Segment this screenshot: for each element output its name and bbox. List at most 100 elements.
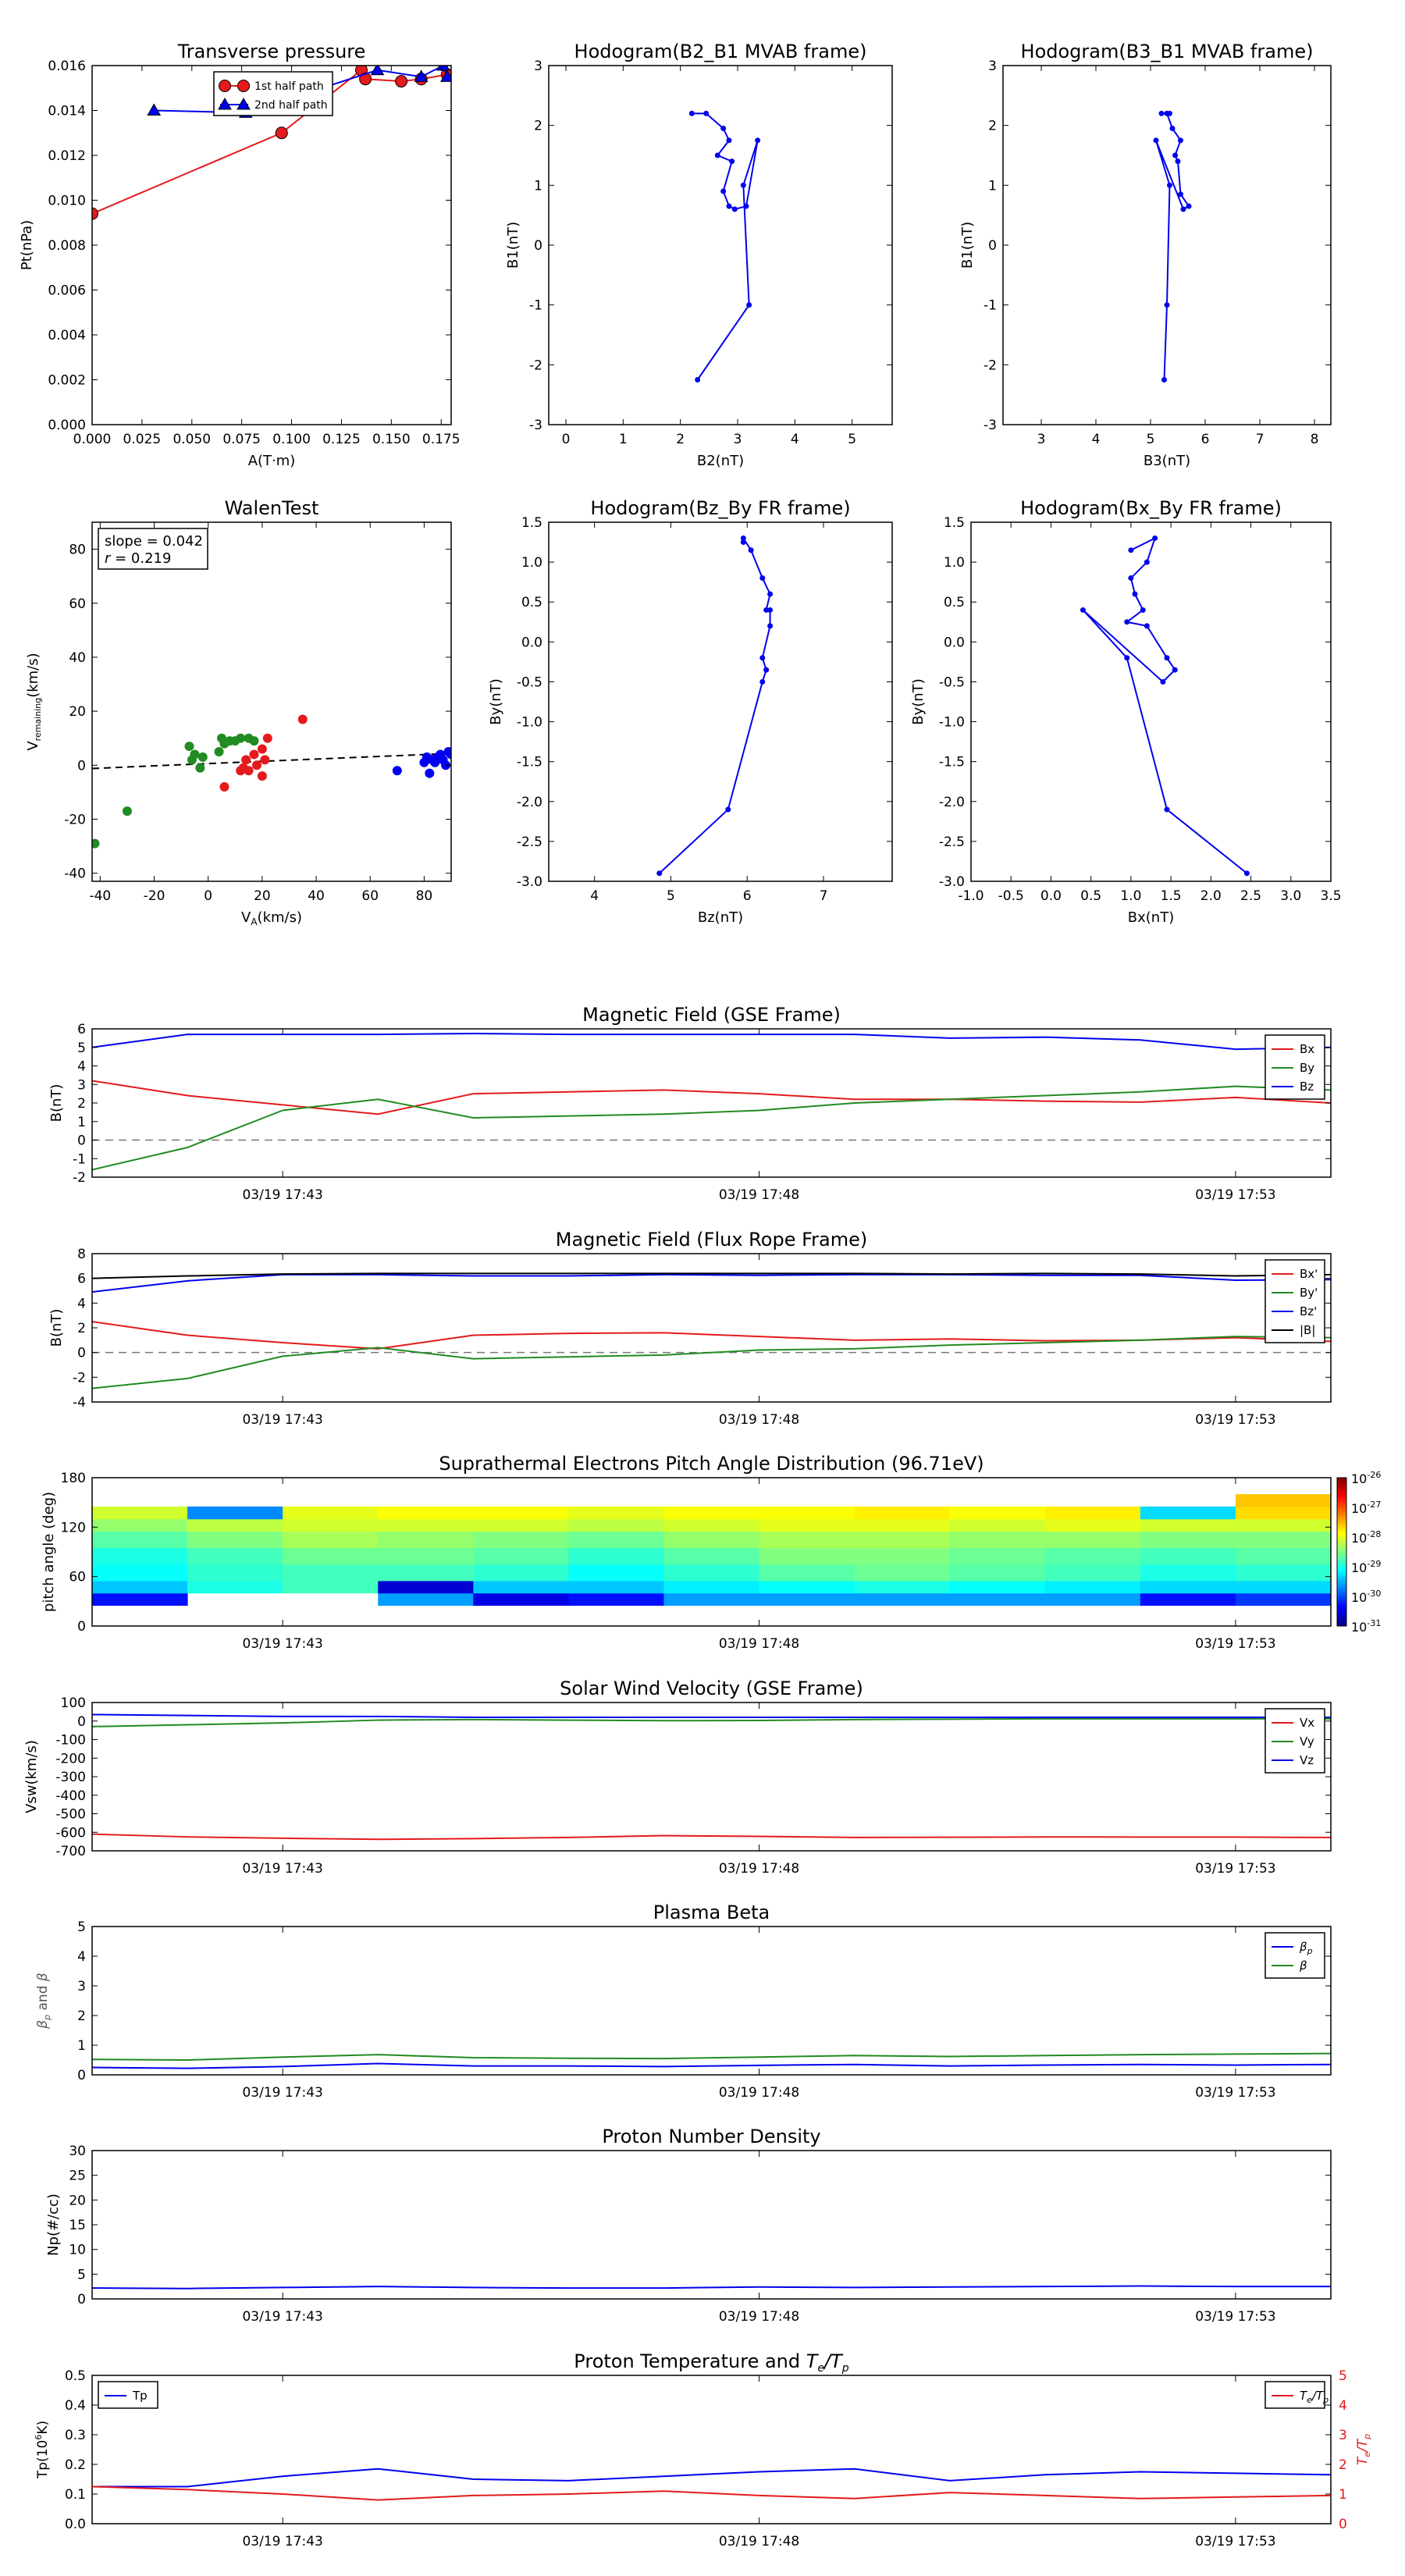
walen-point [251, 760, 261, 770]
h31-xtick-label: 6 [1201, 432, 1210, 447]
pad-cell [1235, 1580, 1332, 1594]
h21-point [740, 182, 746, 188]
h31-point [1178, 137, 1183, 144]
pad-colorbar-exp: -31 [1367, 1618, 1381, 1628]
pad-cell [378, 1564, 474, 1582]
tp-legend: 1st half path 2nd half path [213, 71, 333, 116]
beta-xtick-label: 03/19 17:53 [1195, 2085, 1275, 2101]
walen-ylabel-unit: (km/s) [25, 653, 41, 697]
hbxby-xtick-label: 1.0 [1120, 888, 1141, 904]
walen-xtick-label: 20 [254, 888, 271, 904]
vsw-chart: Solar Wind Velocity (GSE Frame) -700 -600 -… [23, 1678, 1332, 1877]
walen-point [244, 766, 254, 776]
pad-colorbar-base: 10 [1351, 1620, 1367, 1635]
pad-cell [473, 1547, 569, 1565]
walen-ytick-label: 60 [69, 596, 86, 612]
walen-ytick-label: 0 [77, 758, 86, 774]
h31-frame [1002, 65, 1332, 425]
tp2-ylabel-a: Tp(10 [35, 2440, 51, 2479]
beta-series-p-line [91, 2062, 1332, 2069]
vsw-legend-label: Vx [1300, 1716, 1314, 1730]
np-chart: Proton Number Density 0 5 10 15 20 25 30 03/19 1… [45, 2126, 1332, 2325]
tp-xtick-label: 0.000 [73, 432, 112, 447]
walen-ylabel-sub: remaining [33, 698, 43, 742]
pad-colorbar [1336, 1477, 1347, 1627]
h31-plot [1153, 110, 1192, 382]
pad-cell [854, 1506, 951, 1520]
pad-cell [854, 1547, 951, 1565]
walen-frame [91, 521, 452, 882]
h31-ytick-label: -1 [984, 298, 997, 314]
pad-cell [378, 1547, 474, 1565]
walen-ytick-label: 80 [69, 543, 86, 558]
pad-colorbar-label: 10-28 [1351, 1529, 1381, 1546]
mffr-legend: Bx' By' Bz' |B| [1264, 1259, 1325, 1343]
pad-colorbar-label: 10-30 [1351, 1589, 1381, 1605]
tp2-legend: Tp [98, 2381, 158, 2409]
tp-xtick-label: 0.100 [272, 432, 311, 447]
pad-cell [568, 1592, 664, 1606]
pad-cell [283, 1506, 379, 1520]
pad-cell [568, 1518, 664, 1532]
tp2-ytick-label: 0.1 [65, 2487, 86, 2503]
beta-legend: βpβ [1264, 1932, 1325, 1979]
hbxby-point [1080, 607, 1086, 613]
beta-ylabel: βp and β [35, 1973, 52, 2030]
pad-cell [187, 1518, 283, 1532]
pad-cell [187, 1564, 283, 1582]
pad-colorbar-label: 10-29 [1351, 1559, 1381, 1575]
pad-cell [283, 1580, 379, 1594]
tp2-ytick-label: 0.0 [65, 2517, 86, 2532]
h21-title: Hodogram(B2_B1 MVAB frame) [574, 41, 867, 62]
beta-ylabel-b: β [35, 1973, 51, 1982]
pad-ylabel: pitch angle (deg) [41, 1492, 57, 1612]
h21-point [720, 126, 727, 131]
hbzby-ytick-label: -1.0 [517, 715, 542, 731]
hbxby-chart: Hodogram(Bx_By FR frame) -3.0 -2.5 -2.0 -1.5… [910, 497, 1342, 926]
pad-colorbar-base: 10 [1351, 1531, 1367, 1546]
mfgse-xtick-label: 03/19 17:53 [1195, 1187, 1275, 1203]
hbxby-ytick-label: 1.0 [944, 555, 965, 571]
tp2-y2tick-label: 2 [1339, 2457, 1347, 2473]
hbxby-ytick-label: -1.5 [939, 755, 965, 770]
tp2-y2label-a: T [1355, 2456, 1371, 2465]
mffr-series-Bz-line [91, 1273, 1332, 1293]
pad-cell [473, 1531, 569, 1549]
mfgse-legend-label: Bz [1300, 1080, 1314, 1094]
tp-ytick-label: 0.004 [48, 328, 86, 343]
pad-cell [92, 1580, 188, 1594]
mffr-legend-label: By' [1300, 1286, 1318, 1300]
tp-frame [91, 65, 452, 425]
vsw-ytick-label: -500 [55, 1807, 86, 1823]
beta-frame [91, 1926, 1332, 2076]
tp2-title-sub2: p [841, 2362, 849, 2375]
h31-xtick-label: 8 [1311, 432, 1319, 447]
vsw-frame [91, 1702, 1332, 1852]
h31-ytick-label: -2 [984, 358, 997, 373]
hbzby-plot [656, 535, 774, 877]
hbxby-xtick-label: -0.5 [998, 888, 1024, 904]
walen-r-value: = 0.219 [110, 550, 171, 567]
pad-cell [1140, 1531, 1236, 1549]
h21-point [726, 137, 732, 144]
mffr-ytick-label: 0 [77, 1346, 86, 1361]
pad-cell [1235, 1547, 1332, 1565]
pad-cell [473, 1564, 569, 1582]
np-frame [91, 2150, 1332, 2300]
pad-cell [92, 1592, 188, 1606]
tp-xtick-label: 0.075 [222, 432, 261, 447]
tp2-frame [91, 2375, 1332, 2524]
hbxby-point [1164, 655, 1170, 661]
mfgse-legend: Bx By Bz [1264, 1034, 1325, 1100]
tp-ytick-label: 0.012 [48, 148, 86, 164]
walen-ytick-label: 20 [69, 704, 86, 720]
walen-point [262, 733, 272, 743]
walen-xtick-label: 80 [416, 888, 433, 904]
h21-point [703, 110, 710, 116]
hbzby-ytick-label: 1.5 [521, 515, 542, 531]
hbzby-xtick-label: 7 [820, 888, 828, 904]
vsw-ytick-label: -100 [55, 1733, 86, 1749]
vsw-xtick-label: 03/19 17:53 [1195, 1861, 1275, 1877]
vsw-ylabel: Vsw(km/s) [23, 1740, 40, 1813]
mfgse-ytick-label: -2 [73, 1170, 86, 1186]
